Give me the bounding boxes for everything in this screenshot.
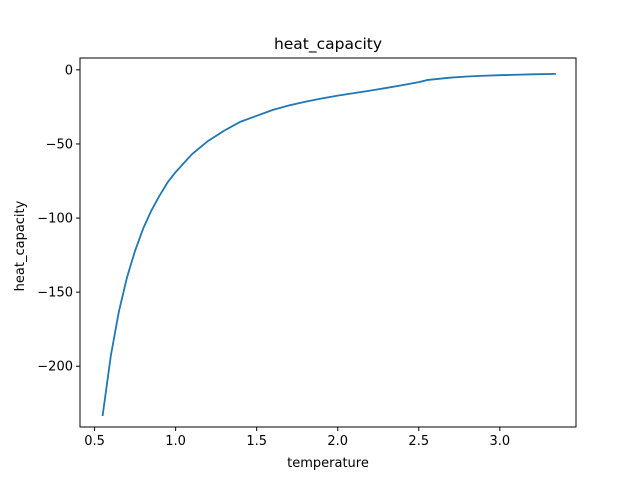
x-tick-label: 1.5 [246, 434, 267, 449]
y-tick-label: −200 [37, 360, 73, 375]
plot-area [80, 58, 576, 427]
y-tick-label: −100 [37, 212, 73, 227]
x-tick-label: 0.5 [84, 434, 105, 449]
y-axis-label: heat_capacity [13, 200, 28, 291]
plot-background [80, 58, 576, 427]
x-tick-label: 2.0 [327, 434, 348, 449]
y-tick-label: −50 [46, 137, 73, 152]
x-tick-label: 2.5 [408, 434, 429, 449]
series-layer [101, 72, 556, 417]
chart-title: heat_capacity [274, 35, 382, 54]
x-tick-label: 3.0 [489, 434, 510, 449]
y-tick-label: −150 [37, 286, 73, 301]
series-line-0 [101, 72, 556, 417]
x-axis-label: temperature [287, 456, 369, 471]
x-tick-label: 1.0 [165, 434, 186, 449]
y-tick-label: 0 [65, 63, 73, 78]
axes-frame [79, 57, 577, 428]
axes: 0.5 1.0 1.5 2.0 2.5 3.0 0 −50 −100 −150 −200 [37, 57, 577, 449]
